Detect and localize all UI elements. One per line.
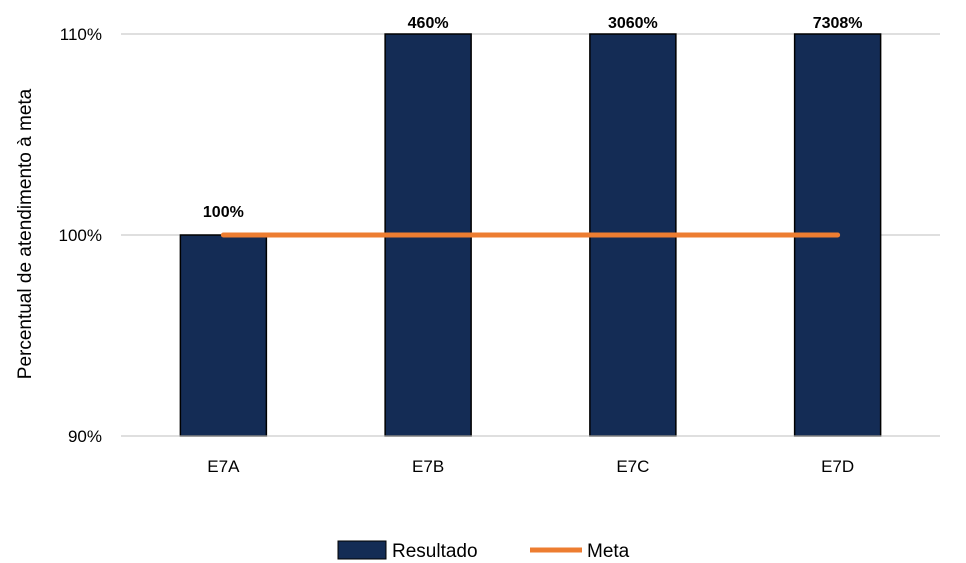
x-tick-label: E7C (616, 457, 649, 476)
data-label: 100% (203, 204, 244, 221)
x-tick-label: E7A (207, 457, 240, 476)
y-tick-label: 100% (59, 226, 102, 245)
axes: 90% 100% 110% E7A E7B E7C E7D (59, 25, 940, 476)
legend: Resultado Meta (337, 540, 630, 562)
bar (179, 234, 268, 437)
x-tick-label: E7B (412, 457, 444, 476)
data-label: 7308% (813, 15, 863, 32)
data-label: 3060% (608, 15, 658, 32)
legend-swatch-resultado (337, 540, 387, 560)
data-label: 460% (408, 15, 449, 32)
data-labels: 100% 460% 3060% 7308% (203, 15, 863, 221)
x-tick-label: E7D (821, 457, 854, 476)
legend-label-meta: Meta (587, 541, 630, 562)
y-tick-label: 90% (68, 427, 102, 446)
y-axis-title: Percentual de atendimento à meta (15, 88, 36, 379)
y-tick-label: 110% (60, 25, 102, 44)
legend-label-resultado: Resultado (392, 541, 478, 562)
